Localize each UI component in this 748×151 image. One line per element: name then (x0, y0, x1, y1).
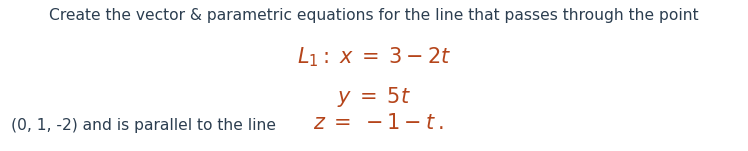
Text: $z\;=\;-1-t\,.$: $z\;=\;-1-t\,.$ (313, 113, 443, 133)
Text: $y\;=\;5t$: $y\;=\;5t$ (337, 85, 411, 109)
Text: (0, 1, -2) and is parallel to the line: (0, 1, -2) and is parallel to the line (11, 118, 276, 133)
Text: $\mathit{L}_1:\; x\;=\;3-2t$: $\mathit{L}_1:\; x\;=\;3-2t$ (297, 45, 451, 69)
Text: Create the vector & parametric equations for the line that passes through the po: Create the vector & parametric equations… (49, 8, 699, 22)
